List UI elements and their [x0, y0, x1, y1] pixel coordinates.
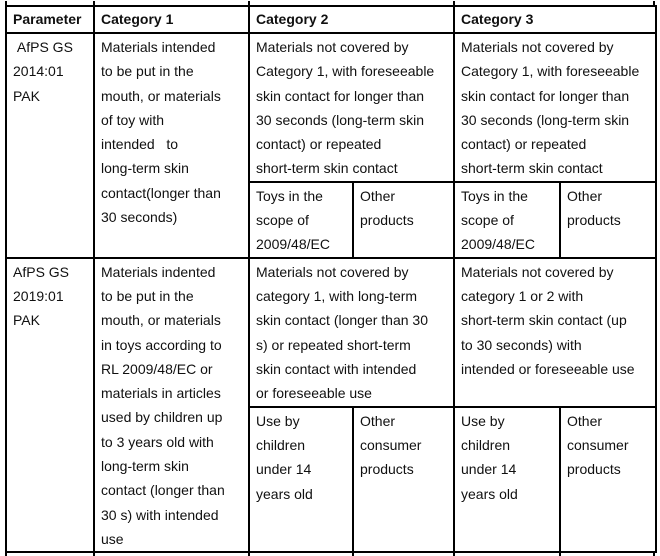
col-header-category1: Category 1 [93, 5, 250, 34]
cell-category1-2019: Materials indented to be put in the mout… [93, 256, 250, 554]
table-header-row: Parameter Category 1 Category 2 Category… [5, 5, 658, 34]
cell-category3-2014-toys: Toys in the scope of 2009/48/EC [453, 180, 562, 259]
border-tick [653, 1, 655, 5]
cell-category3-2019-other: Other consumer products [559, 405, 658, 554]
table-subrow: Use by children under 14 years old Other… [6, 405, 658, 554]
cell-category1-2014: Materials intended to be put in the mout… [93, 32, 250, 259]
table-subrow: Toys in the scope of 2009/48/EC Other pr… [6, 180, 658, 259]
border-tick [453, 1, 455, 5]
cell-category3-2019-description: Materials not covered by category 1 or 2… [453, 256, 658, 408]
cell-category3-2019-children: Use by children under 14 years old [453, 405, 562, 554]
col-header-parameter: Parameter [5, 5, 95, 34]
table-container: Parameter Category 1 Category 2 Category… [5, 1, 658, 556]
cell-category2-2019-other: Other consumer products [351, 405, 456, 554]
table-row: AfPS GS 2014:01 PAK Materials intended t… [5, 32, 658, 259]
cell-category3-2014-other: Other products [559, 180, 658, 259]
cell-parameter-2014: AfPS GS 2014:01 PAK [5, 32, 95, 259]
border-tick [5, 1, 7, 5]
cell-category2-2014-description: Materials not covered by Category 1, wit… [247, 32, 456, 183]
cell-parameter-2019: AfPS GS 2019:01 PAK [5, 256, 95, 554]
border-tick [93, 1, 95, 5]
col-header-category3: Category 3 [453, 5, 658, 34]
cell-category2-2019-description: Materials not covered by category 1, wit… [247, 256, 456, 408]
border-tick [248, 1, 250, 5]
document-page: Parameter Category 1 Category 2 Category… [5, 1, 658, 556]
cell-category2-2014-other: Other products [351, 180, 456, 259]
cell-category3-2014-description: Materials not covered by Category 1, wit… [453, 32, 658, 183]
cell-category2-2019-children: Use by children under 14 years old [248, 405, 354, 554]
cell-category2-2014-toys: Toys in the scope of 2009/48/EC [248, 180, 354, 259]
table-row: AfPS GS 2019:01 PAK Materials indented t… [5, 256, 658, 554]
col-header-category2: Category 2 [247, 5, 456, 34]
pak-standards-table: Parameter Category 1 Category 2 Category… [5, 5, 658, 554]
